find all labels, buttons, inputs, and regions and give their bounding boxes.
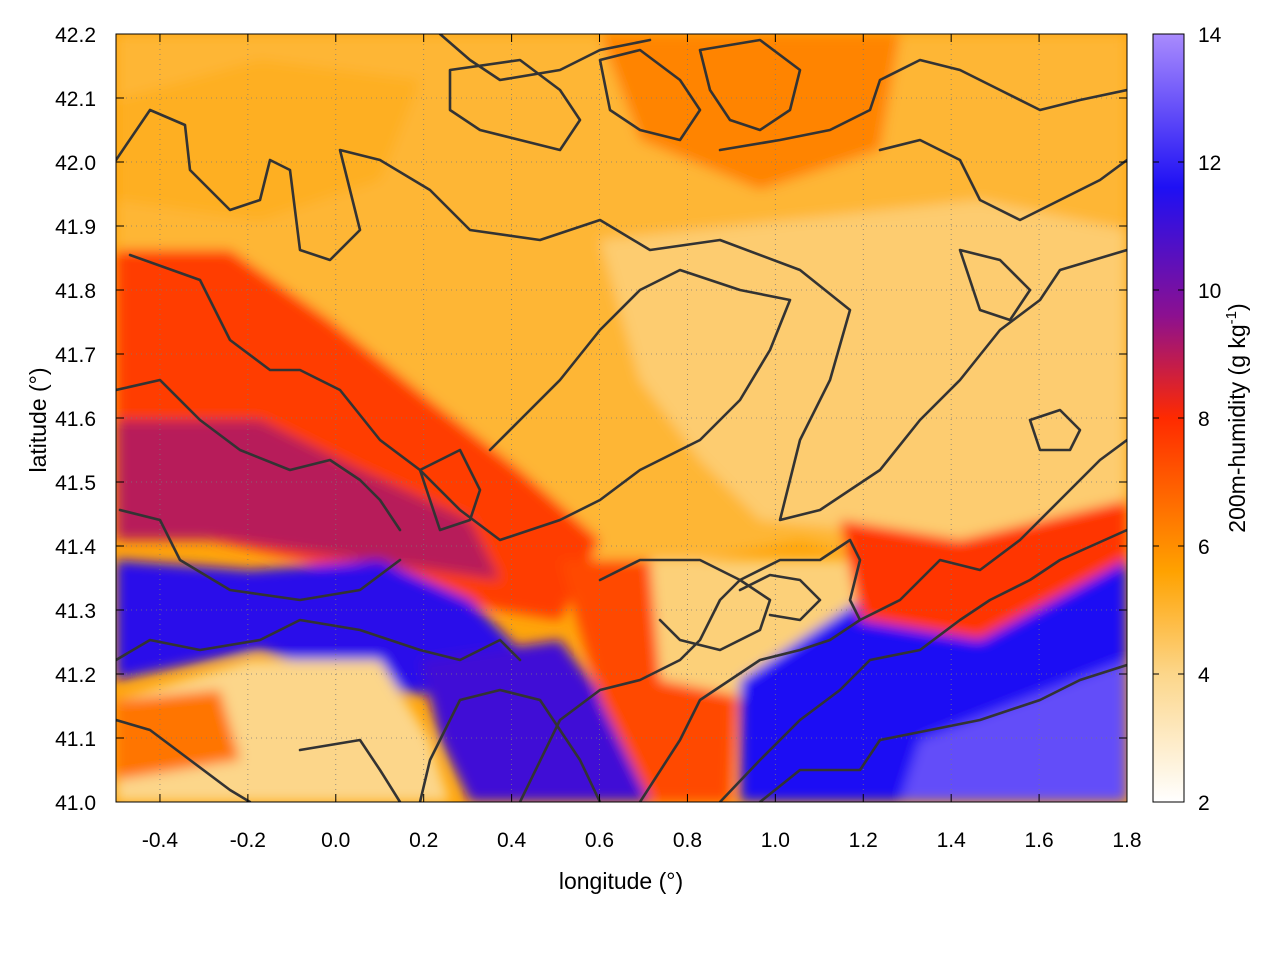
contour-line [116,718,252,802]
x-tick-label: 0.2 [409,829,438,852]
y-tick-label: 41.9 [55,216,96,239]
contour-line [1028,408,1082,452]
contour-line [438,34,652,82]
x-tick-label: 0.0 [321,829,350,852]
colorbar-label-superscript: -1 [1223,311,1240,324]
contour-line [878,138,1127,222]
heat-region-lilac-southeast [900,660,1127,802]
y-tick-label: 41.7 [55,344,96,367]
y-tick-label: 41.1 [55,728,96,751]
heat-region-blue-south [420,640,660,802]
colorbar-label-end: ) [1224,303,1250,311]
x-tick-label: 0.8 [673,829,702,852]
x-tick-label: 1.6 [1024,829,1053,852]
grid-lines [116,34,1127,802]
y-tick-label: 41.2 [55,664,96,687]
colorbar-tick-label: 8 [1198,408,1210,431]
contour-line [518,438,1127,802]
x-tick-label: 0.6 [585,829,614,852]
y-tick-label: 41.0 [55,792,96,815]
contour-line [738,573,822,622]
x-tick-label: -0.4 [142,829,179,852]
y-tick-label: 42.2 [55,24,96,47]
y-tick-label: 42.0 [55,152,96,175]
colorbar-tick-label: 4 [1198,664,1210,687]
contour-line [116,108,1127,522]
y-axis: 41.0 41.1 41.2 41.3 41.4 41.5 41.6 41.7 41.8 41.9… [55,24,1127,815]
contour-line [718,58,1127,152]
y-tick-label: 41.5 [55,472,96,495]
heat-region-blue-west [116,560,520,700]
x-tick-label: 1.2 [849,829,878,852]
contour-line [116,378,402,532]
heat-region-north-dark [600,34,900,190]
contour-line [598,558,772,652]
y-tick-label: 42.1 [55,88,96,111]
heat-region-purple [116,420,500,580]
x-axis: -0.4 -0.2 0.0 0.2 0.4 0.6 0.8 1.0 1.2 1.4 1.6 1.8 [142,34,1142,852]
y-tick-label: 41.6 [55,408,96,431]
contour-line [298,738,402,802]
heat-region-southwest-orange [116,690,240,780]
contour-line [116,618,522,662]
contour-line [118,508,402,602]
colorbar-ticks: 2 4 6 8 10 12 14 [1153,24,1222,815]
y-tick-label: 41.3 [55,600,96,623]
x-axis-label: longitude (°) [559,868,683,894]
contour-line [718,528,1127,802]
contour-lines [116,34,1127,802]
contour-line [448,58,582,152]
y-tick-label: 41.8 [55,280,96,303]
contour-line [418,448,482,532]
heat-region-northwest [116,60,420,220]
x-tick-label: 1.0 [761,829,790,852]
x-tick-label: 1.8 [1112,829,1141,852]
colorbar-label: 200m-humidity (g kg-1) [1223,303,1250,532]
x-tick-label: -0.2 [230,829,266,852]
contour-line [418,688,602,802]
contour-line [698,38,802,132]
colorbar-tick-label: 2 [1198,792,1210,815]
colorbar: 2 4 6 8 10 12 14 [1152,24,1222,815]
contour-line [958,248,1032,322]
contour-line [128,253,792,542]
colorbar-tick-label: 10 [1198,280,1221,303]
colorbar-label-main: 200m-humidity (g kg [1224,324,1250,532]
colorbar-tick-label: 6 [1198,536,1210,559]
contour-line [638,618,862,802]
colorbar-tick-label: 14 [1198,24,1222,47]
heat-region-red-east [840,500,1127,640]
x-tick-label: 0.4 [497,829,527,852]
contour-line [758,663,1127,802]
colorbar-tick-label: 12 [1198,152,1221,175]
plot-area [115,33,1128,803]
y-axis-label: latitude (°) [25,367,51,472]
y-tick-label: 41.4 [55,536,96,559]
contour-line [598,48,702,142]
x-tick-label: 1.4 [937,829,967,852]
